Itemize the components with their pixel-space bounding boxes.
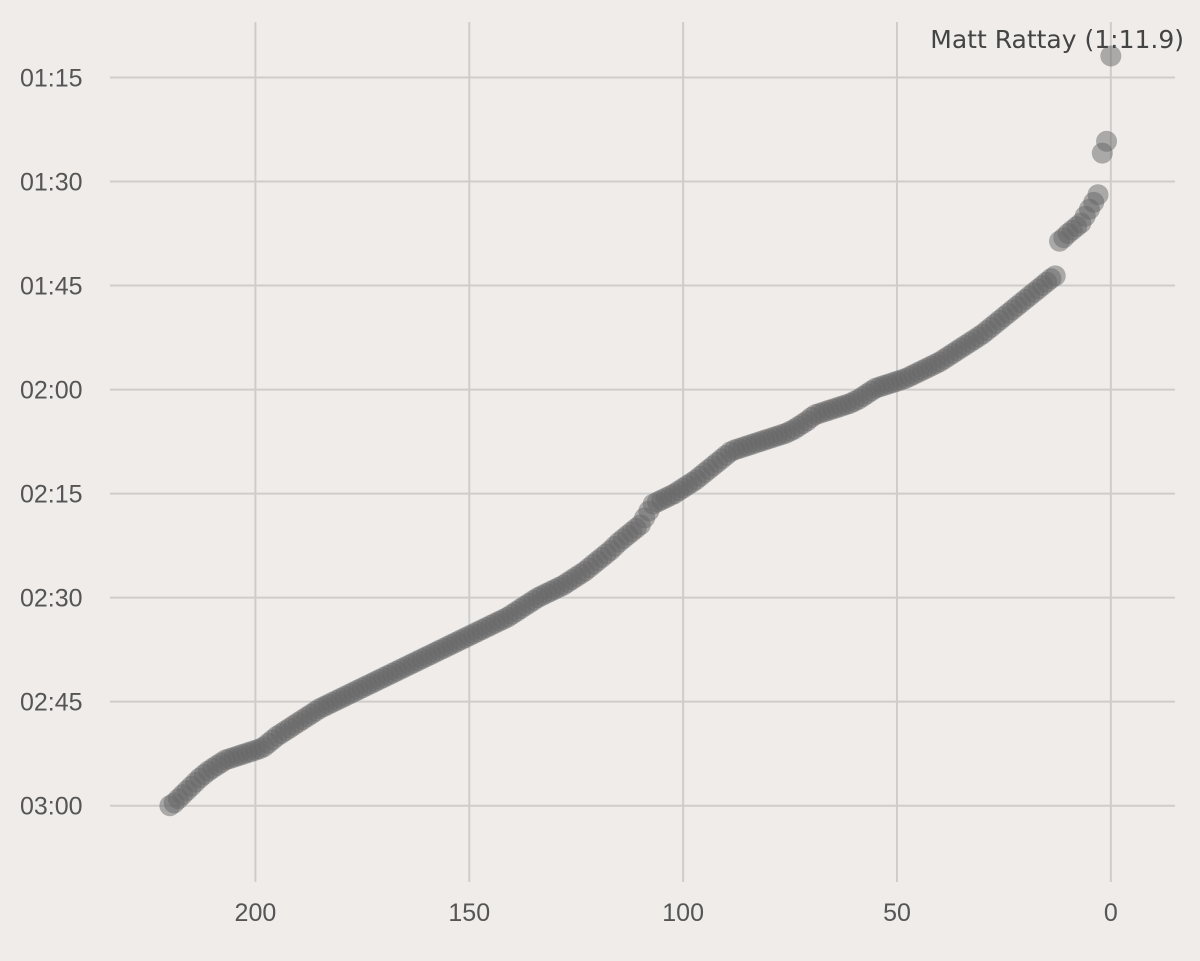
y-tick-label-01:45: 01:45 (20, 273, 83, 301)
x-tick-label-200: 200 (235, 899, 277, 927)
data-point (1049, 230, 1071, 252)
x-tick-label-100: 100 (662, 899, 704, 927)
data-points (159, 45, 1122, 817)
data-point (1100, 45, 1122, 67)
x-tick-label-150: 150 (448, 899, 490, 927)
y-tick-label-03:00: 03:00 (20, 793, 83, 821)
grid-layer (110, 22, 1175, 882)
axis-labels: 200 150 100 50 0 01:15 01:30 01:45 02:00 02:15 02:… (20, 64, 1118, 927)
y-tick-label-02:00: 02:00 (20, 377, 83, 405)
data-point (159, 795, 181, 817)
x-tick-label-0: 0 (1104, 899, 1118, 927)
y-tick-label-02:30: 02:30 (20, 585, 83, 613)
top-point-annotation: Matt Rattay (1:11.9) (930, 25, 1184, 54)
x-tick-label-50: 50 (883, 899, 911, 927)
data-point (1091, 142, 1113, 164)
y-tick-label-01:15: 01:15 (20, 64, 83, 92)
y-tick-label-02:15: 02:15 (20, 481, 83, 509)
y-tick-label-01:30: 01:30 (20, 169, 83, 197)
y-tick-label-02:45: 02:45 (20, 689, 83, 717)
